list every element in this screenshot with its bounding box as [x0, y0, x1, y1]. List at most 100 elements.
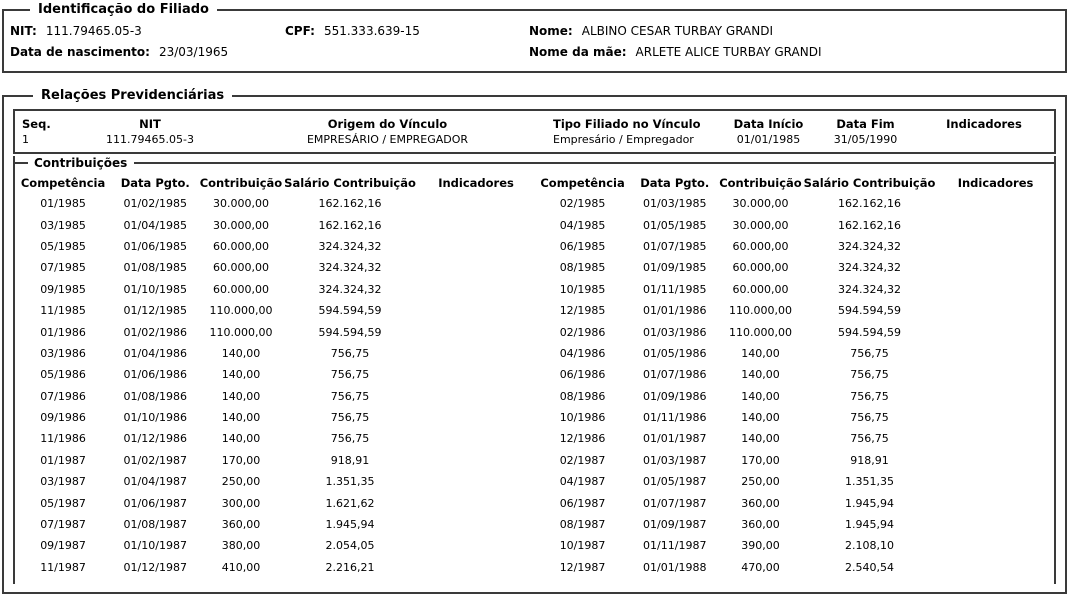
table-cell: 380,00	[221, 539, 261, 553]
nome-mae-field: Nome da mãe: ARLETE ALICE TURBAY GRANDI	[529, 45, 1059, 59]
contribuicoes-header-row: Competência Data Pgto. Contribuição Salário…	[535, 172, 1055, 193]
table-cell: 1.945,94	[845, 496, 895, 510]
table-row: 07/1986 01/08/1986 140,00 756,75	[15, 386, 535, 407]
table-cell: 03/1987	[40, 475, 86, 489]
table-cell: 360,00	[221, 518, 261, 532]
table-cell: 04/1987	[559, 475, 606, 489]
table-cell: 594.594,59	[838, 325, 902, 339]
table-row: 07/1985 01/08/1985 60.000,00 324.324,32	[15, 257, 535, 278]
table-cell: 06/1986	[559, 368, 606, 382]
table-cell: 01/04/1985	[123, 218, 187, 232]
table-row: 01/1985 01/02/1985 30.000,00 162.162,16	[15, 193, 535, 214]
table-row: 09/1987 01/10/1987 380,00 2.054,05	[15, 535, 535, 556]
table-cell: 02/1987	[559, 453, 606, 467]
table-cell: 756,75	[330, 411, 370, 425]
table-cell: 324.324,32	[838, 239, 902, 253]
table-row: 09/1986 01/10/1986 140,00 756,75	[15, 407, 535, 428]
table-cell	[418, 321, 535, 342]
table-cell: 140,00	[741, 346, 780, 360]
vinculo-box: Seq. NIT Origem do Vínculo Tipo Filiado no …	[13, 109, 1056, 154]
table-cell: 01/11/1986	[643, 411, 707, 425]
table-cell	[418, 450, 535, 471]
table-cell: 140,00	[741, 432, 780, 446]
table-cell: 02/1985	[559, 197, 606, 211]
table-cell: 324.324,32	[838, 282, 902, 296]
table-cell: 60.000,00	[212, 282, 269, 296]
table-cell: 08/1986	[559, 389, 606, 403]
table-row: 06/1985 01/07/1985 60.000,00 324.324,32	[535, 236, 1055, 257]
table-cell: 01/07/1986	[643, 368, 707, 382]
table-row: 07/1987 01/08/1987 360,00 1.945,94	[15, 514, 535, 535]
contribuicoes-header-row: Competência Data Pgto. Contribuição Salário…	[15, 172, 535, 193]
nome-field: Nome: ALBINO CESAR TURBAY GRANDI	[529, 24, 1059, 38]
table-cell: 10/1985	[559, 282, 606, 296]
contribuicoes-table-left: Competência Data Pgto. Contribuição Salário…	[15, 172, 535, 578]
table-cell: 01/12/1985	[123, 304, 187, 318]
table-cell: 918,91	[330, 453, 370, 467]
table-cell	[937, 428, 1054, 449]
table-row: 03/1987 01/04/1987 250,00 1.351,35	[15, 471, 535, 492]
table-cell: 01/05/1985	[643, 218, 707, 232]
table-cell: 07/1987	[40, 518, 86, 532]
table-cell	[914, 132, 1054, 152]
table-cell	[937, 236, 1054, 257]
table-cell: 01/05/1986	[643, 346, 707, 360]
table-row: 11/1987 01/12/1987 410,00 2.216,21	[15, 557, 535, 578]
data-nascimento-label: Data de nascimento:	[10, 44, 150, 59]
table-cell: 02/1986	[559, 325, 606, 339]
table-cell: 01/10/1987	[123, 539, 187, 553]
table-cell	[418, 300, 535, 321]
table-cell	[418, 279, 535, 300]
table-cell: 2.108,10	[845, 539, 895, 553]
table-cell: 01/07/1987	[643, 496, 707, 510]
table-cell	[418, 407, 535, 428]
table-cell: 470,00	[741, 560, 780, 574]
contribuicoes-left-body: 01/1985 01/02/1985 30.000,00 162.162,16 03/1…	[15, 193, 535, 578]
table-cell: 360,00	[741, 496, 780, 510]
table-row: 10/1985 01/11/1985 60.000,00 324.324,32	[535, 279, 1055, 300]
nit-field: NIT: 111.79465.05-3	[10, 24, 285, 38]
table-cell: 01/03/1986	[643, 325, 707, 339]
table-cell: 09/1986	[40, 411, 86, 425]
table-cell: 01/07/1985	[643, 239, 707, 253]
nome-mae-value: ARLETE ALICE TURBAY GRANDI	[635, 44, 822, 59]
table-cell: 11/1987	[40, 560, 86, 574]
contribuicoes-table-right: Competência Data Pgto. Contribuição Salário…	[535, 172, 1055, 578]
relacoes-previdenciarias-legend: Relações Previdenciárias	[41, 88, 225, 103]
table-cell: 07/1985	[40, 261, 86, 275]
vinculo-table-body: 1 111.79465.05-3 EMPRESÁRIO / EMPREGADOR Em…	[15, 132, 1054, 152]
table-cell: 1.945,94	[845, 518, 895, 532]
table-cell: 140,00	[221, 389, 261, 403]
table-cell: 30.000,00	[732, 218, 789, 232]
table-cell: 110.000,00	[728, 304, 792, 318]
table-cell: 12/1986	[559, 432, 606, 446]
contribuicoes-right-body: 02/1985 01/03/1985 30.000,00 162.162,16 04/1…	[535, 193, 1055, 578]
table-cell: 110.000,00	[209, 325, 273, 339]
contribuicoes-legend: Contribuições	[15, 156, 1054, 170]
column-header: Data Início	[733, 117, 804, 131]
table-cell: 250,00	[221, 475, 261, 489]
table-cell	[418, 514, 535, 535]
data-nascimento-field: Data de nascimento: 23/03/1965	[10, 45, 529, 59]
table-cell: 01/12/1986	[123, 432, 187, 446]
table-cell: 756,75	[850, 368, 889, 382]
table-cell: 04/1985	[559, 218, 606, 232]
table-row: 06/1987 01/07/1987 360,00 1.945,94	[535, 492, 1055, 513]
table-cell: 1	[22, 133, 29, 146]
table-cell: 01/08/1987	[123, 518, 187, 532]
table-cell: 01/11/1987	[643, 539, 707, 553]
table-cell	[937, 557, 1054, 578]
table-cell: 08/1987	[559, 518, 606, 532]
table-cell: 324.324,32	[838, 261, 902, 275]
table-cell: 03/1985	[40, 218, 86, 232]
table-cell	[937, 321, 1054, 342]
table-row: 12/1985 01/01/1986 110.000,00 594.594,59	[535, 300, 1055, 321]
table-cell	[937, 364, 1054, 385]
table-cell: 07/1986	[40, 389, 86, 403]
column-header: NIT	[139, 117, 161, 131]
table-cell: 01/05/1987	[643, 475, 707, 489]
table-cell: 01/09/1986	[643, 389, 707, 403]
column-header: Tipo Filiado no Vínculo	[553, 117, 701, 131]
table-cell: 04/1986	[559, 346, 606, 360]
table-cell: 30.000,00	[732, 197, 789, 211]
